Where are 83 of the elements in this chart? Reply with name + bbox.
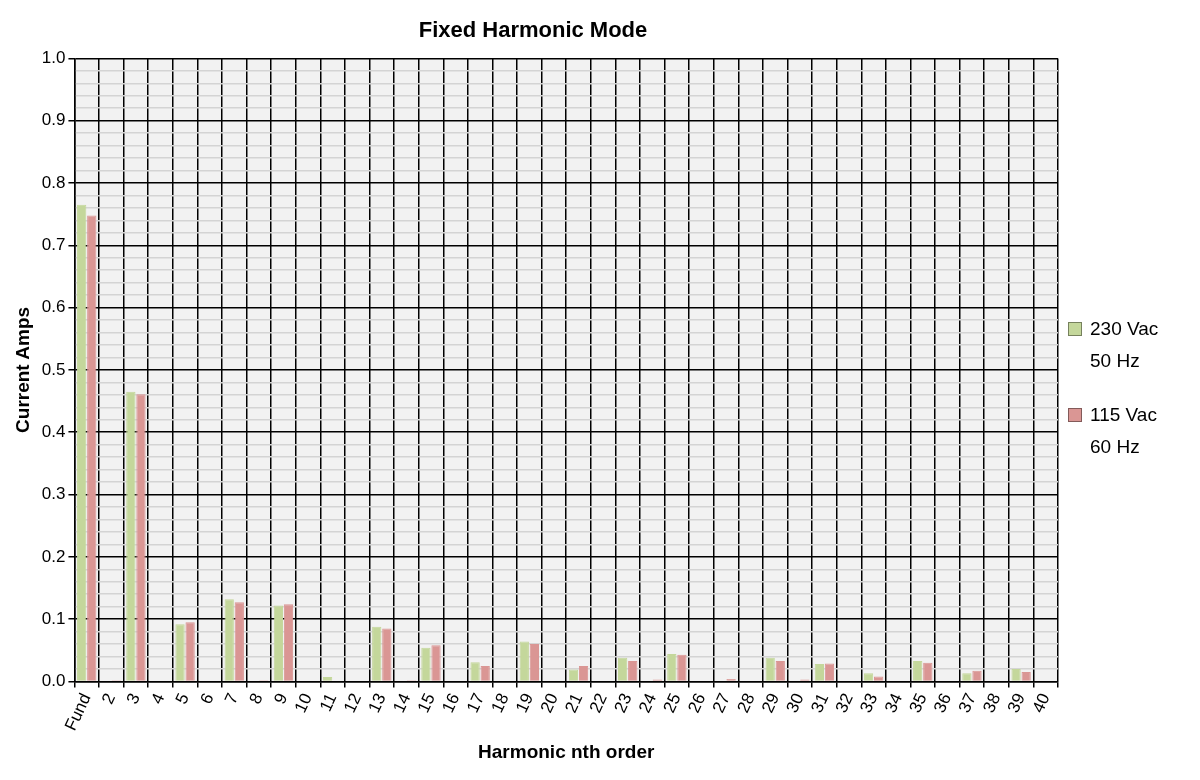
- x-tick-label: 26: [684, 690, 710, 716]
- bar: [628, 660, 638, 681]
- x-tick-label: 9: [270, 690, 292, 708]
- bar: [382, 628, 392, 681]
- x-tick-label: 11: [315, 690, 341, 715]
- x-tick-label: 23: [610, 690, 636, 716]
- y-tick-label: 0.4: [41, 421, 66, 441]
- x-tick-label: 8: [245, 690, 267, 708]
- bar: [765, 657, 775, 681]
- bar: [283, 604, 294, 681]
- chart-title: Fixed Harmonic Mode: [418, 17, 648, 43]
- bar: [775, 660, 785, 681]
- x-tick-label: 36: [930, 690, 956, 716]
- y-tick-label: 0.8: [41, 172, 66, 192]
- x-axis-title: Harmonic nth order: [478, 740, 655, 762]
- bar: [77, 204, 87, 681]
- y-tick-label: 0.2: [41, 546, 66, 566]
- y-tick-label: 0.5: [41, 359, 66, 379]
- x-tick-label: 28: [733, 690, 759, 716]
- x-tick-label: 5: [171, 690, 193, 708]
- bar: [824, 663, 835, 681]
- x-tick-label: 2: [97, 690, 120, 708]
- y-tick-label: 1.0: [41, 48, 66, 68]
- x-tick-label: 17: [462, 690, 489, 716]
- x-tick-label: 6: [196, 690, 218, 708]
- x-tick-label: 34: [880, 690, 907, 716]
- x-tick-label: 30: [782, 690, 808, 716]
- bar: [372, 626, 382, 681]
- bar: [421, 647, 431, 681]
- bar: [470, 662, 480, 681]
- x-tick-label: 35: [905, 690, 931, 716]
- x-tick-label: 32: [831, 690, 857, 716]
- x-tick-label: 14: [389, 690, 415, 716]
- text: 0.0: [41, 671, 66, 691]
- y-tick-label: 0.6: [41, 297, 66, 317]
- bar: [126, 391, 136, 681]
- x-tick-label: 37: [954, 690, 980, 716]
- x-tick-label: 15: [413, 690, 439, 716]
- x-tick-label: 18: [487, 690, 513, 716]
- bar: [913, 660, 923, 681]
- bar: [234, 602, 244, 681]
- bar: [814, 664, 824, 681]
- legend-label: 230 Vac 50 Hz: [1090, 317, 1160, 373]
- bar: [87, 215, 97, 681]
- bar: [667, 654, 677, 681]
- x-tick-label: 20: [536, 690, 562, 716]
- x-tick-label: 21: [561, 690, 587, 716]
- bar: [677, 654, 687, 681]
- y-axis-title: Current Amps: [11, 306, 33, 433]
- x-tick-label: 31: [807, 690, 833, 716]
- y-tick-label: 0.3: [41, 484, 66, 504]
- bar: [618, 657, 628, 681]
- y-tick-label: 0.7: [41, 235, 66, 255]
- bar: [136, 394, 146, 681]
- bar: [224, 599, 234, 681]
- x-tick-label: 3: [122, 690, 144, 708]
- x-tick-label: 12: [339, 690, 366, 716]
- bar: [175, 624, 185, 681]
- x-tick-label: Fund: [61, 690, 95, 734]
- legend-label: 115 Vac 60 Hz: [1090, 403, 1158, 459]
- x-tick-label: 4: [147, 690, 169, 708]
- x-tick-label: 27: [708, 690, 734, 716]
- bar: [519, 641, 529, 681]
- bar: [923, 662, 933, 681]
- x-tick-label: 19: [511, 690, 538, 716]
- y-tick-label: 0.1: [41, 608, 66, 628]
- x-tick-label: 33: [856, 690, 882, 716]
- bar: [529, 644, 540, 681]
- x-tick-label: 39: [1003, 690, 1029, 716]
- x-tick-label: 13: [364, 690, 390, 716]
- x-tick-label: 16: [438, 690, 464, 716]
- x-tick-label: 22: [585, 690, 611, 716]
- x-tick-label: 10: [290, 690, 316, 716]
- bar: [185, 622, 195, 681]
- x-tick-label: 38: [979, 690, 1005, 716]
- x-tick-label: 29: [757, 690, 784, 716]
- x-tick-label: 7: [220, 690, 243, 708]
- x-tick-label: 25: [659, 690, 685, 716]
- bar: [431, 645, 441, 681]
- y-tick-label: 0.9: [41, 110, 66, 130]
- x-tick-label: 40: [1028, 690, 1054, 716]
- bar: [273, 605, 284, 681]
- x-tick-label: 24: [634, 690, 661, 716]
